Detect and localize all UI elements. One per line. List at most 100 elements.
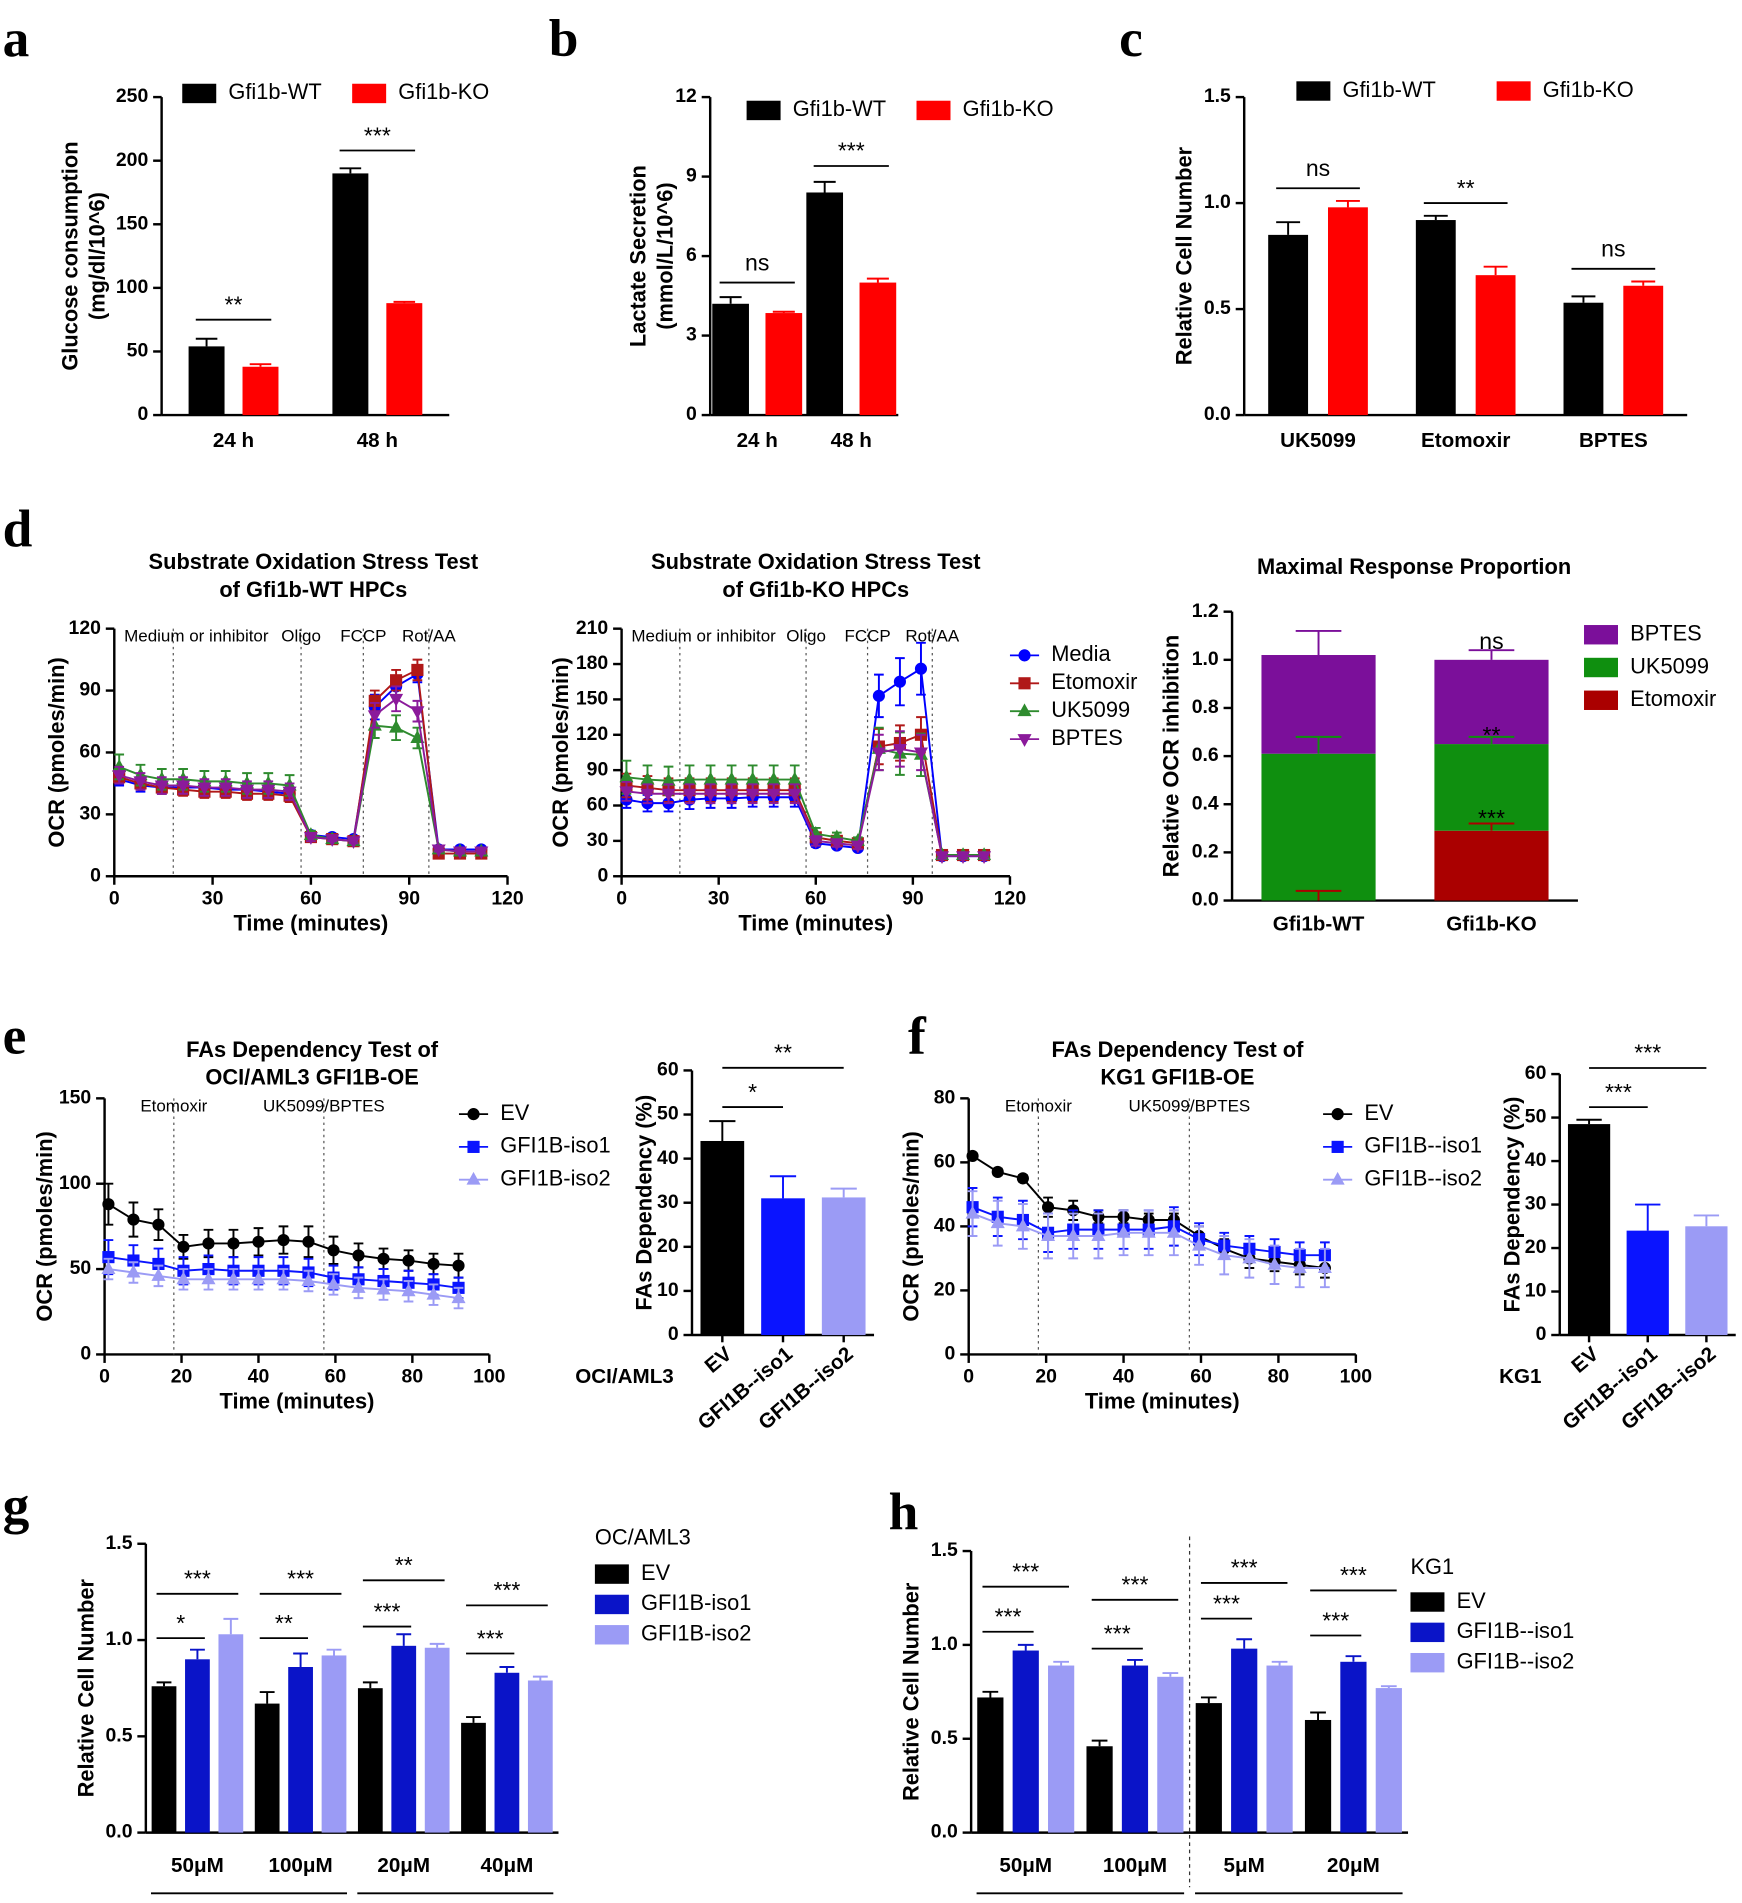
y-tick-label: 50: [1525, 1106, 1547, 1128]
marker: [151, 1268, 166, 1281]
marker: [351, 1280, 366, 1293]
bar: [254, 1703, 280, 1833]
x-tick-label: 100μM: [268, 1854, 332, 1877]
marker: [766, 788, 781, 802]
x-axis-label: Time (minutes): [1085, 1389, 1240, 1414]
y-axis-label: OCR (pmoles/min): [548, 657, 573, 847]
bar: [527, 1680, 553, 1833]
panel-letter: a: [3, 8, 30, 68]
x-tick-label: 100μM: [1103, 1854, 1167, 1877]
marker: [277, 1233, 290, 1247]
y-tick-label: 10: [1525, 1280, 1547, 1302]
error-bar: [1127, 1658, 1143, 1666]
x-tick-label: 60: [325, 1366, 347, 1388]
bar: [1195, 1703, 1222, 1833]
error-bar: [532, 1675, 548, 1681]
y-tick-label: 90: [79, 679, 101, 701]
marker: [934, 851, 950, 865]
error-bar: [719, 296, 742, 304]
bar: [977, 1697, 1004, 1833]
bar: [712, 303, 749, 416]
legend-marker: [1018, 649, 1031, 662]
marker: [1116, 1224, 1131, 1238]
legend-swatch: [1584, 690, 1619, 710]
y-tick-label: 50: [127, 340, 149, 362]
legend-swatch: [746, 100, 781, 121]
significance-label: ns: [1601, 236, 1625, 262]
error-bar: [1310, 1711, 1326, 1720]
legend-swatch: [1584, 657, 1619, 678]
legend-marker: [1018, 677, 1031, 690]
marker: [1217, 1247, 1232, 1261]
significance-label: **: [395, 1552, 413, 1578]
marker: [1141, 1224, 1156, 1238]
x-tick-label: 50μM: [171, 1854, 224, 1877]
legend-swatch: [916, 100, 951, 121]
marker: [452, 846, 468, 860]
marker: [619, 786, 634, 800]
marker: [301, 1273, 316, 1286]
marker: [893, 675, 906, 688]
y-tick-label: 9: [686, 165, 697, 187]
group-label: Etomoxir: [208, 1900, 290, 1903]
legend-label: Etomoxir: [1630, 686, 1716, 711]
significance-label: **: [225, 291, 243, 317]
legend-label: GFI1B--iso1: [1457, 1618, 1575, 1643]
error-bar: [249, 363, 272, 367]
y-tick-label: 0: [1536, 1323, 1547, 1345]
marker: [990, 1215, 1005, 1229]
y-tick-label: 30: [657, 1191, 679, 1213]
y-axis-label: OCR (pmoles/min): [32, 1131, 57, 1321]
x-tick-label: 20μM: [1327, 1854, 1380, 1877]
phase-label: FCCP: [340, 627, 386, 646]
y-axis-label: OCR (pmoles/min): [899, 1131, 924, 1321]
marker: [1091, 1228, 1106, 1241]
bar: [1626, 1230, 1669, 1336]
marker: [850, 840, 865, 854]
phase-label: UK5099/BPTES: [263, 1096, 385, 1115]
marker: [1192, 1237, 1207, 1251]
marker: [127, 1213, 140, 1226]
y-tick-label: 0: [597, 864, 608, 886]
significance-label: ***: [184, 1566, 211, 1592]
marker: [1041, 1201, 1055, 1214]
error-bar: [396, 1633, 412, 1646]
marker: [176, 1271, 191, 1285]
bar: [494, 1672, 520, 1833]
y-tick-label: 60: [79, 741, 101, 763]
y-tick-label: 12: [675, 85, 697, 107]
legend-title: KG1: [1410, 1554, 1454, 1579]
marker: [426, 1286, 441, 1300]
marker: [661, 788, 676, 802]
significance-label: **: [1483, 722, 1501, 748]
significance-label: ***: [1104, 1620, 1131, 1646]
marker: [427, 1257, 440, 1271]
error-bar: [259, 1691, 275, 1704]
y-tick-label: 30: [1525, 1193, 1547, 1215]
marker: [956, 851, 971, 865]
marker: [1317, 1260, 1332, 1273]
chart-title: Substrate Oxidation Stress Test: [651, 549, 981, 574]
error-bar: [326, 1648, 342, 1656]
x-tick-label: 120: [491, 887, 523, 909]
marker: [745, 788, 760, 802]
error-bar: [429, 1642, 445, 1648]
phase-label: Etomoxir: [140, 1096, 207, 1115]
legend-marker: [1331, 1108, 1344, 1121]
marker: [176, 780, 191, 794]
y-tick-label: 20: [934, 1279, 956, 1301]
legend-label: GFI1B-iso1: [641, 1590, 751, 1615]
x-tick-label: 48 h: [357, 429, 398, 452]
error-bar: [1635, 1203, 1661, 1231]
bar-segment: [1261, 753, 1376, 901]
significance-label: ***: [838, 138, 865, 164]
y-tick-label: 10: [657, 1279, 679, 1301]
y-tick-label: 0.0: [106, 1821, 133, 1843]
x-axis-label: Time (minutes): [220, 1389, 375, 1414]
bar: [332, 173, 369, 416]
y-axis-label: Relative Cell Number: [73, 1579, 98, 1798]
error-bar: [1468, 735, 1515, 745]
legend-swatch: [1496, 81, 1531, 101]
legend-label: UK5099: [1051, 697, 1130, 722]
x-tick-label: 60: [300, 887, 322, 909]
